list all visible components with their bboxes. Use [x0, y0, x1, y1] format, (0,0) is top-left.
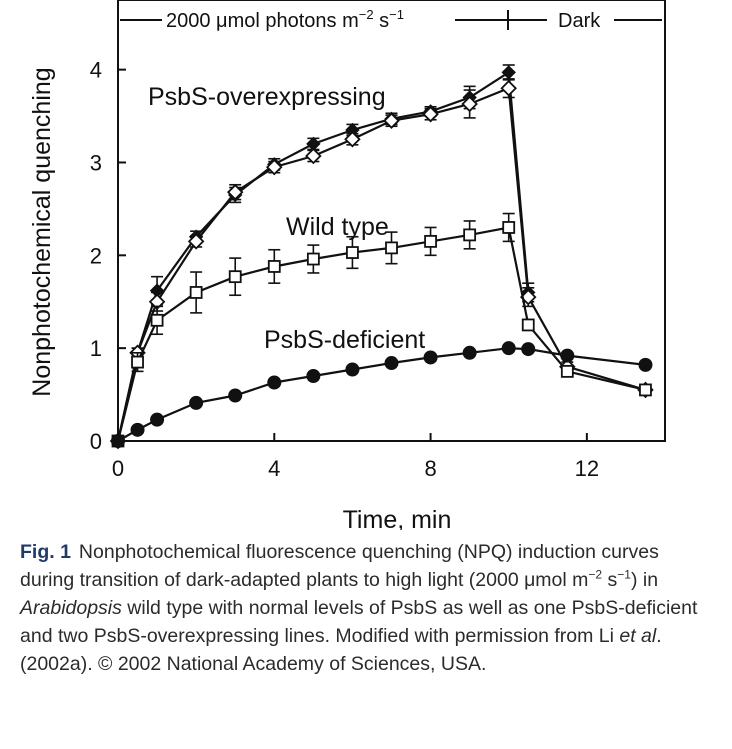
data-point: [521, 342, 536, 357]
data-series: [109, 64, 654, 450]
data-point: [150, 412, 165, 427]
data-point: [306, 252, 320, 266]
data-point: [384, 356, 399, 371]
series-filled-circle: [111, 341, 653, 448]
npq-chart-figure: 2000 μmol photons m−2 s−1 Dark 0 4 8 12 0 1 2 3…: [28, 0, 666, 530]
light-dark-bar: 2000 μmol photons m−2 s−1 Dark: [120, 7, 662, 32]
data-point: [422, 105, 439, 123]
data-point: [344, 130, 361, 148]
data-point: [501, 341, 516, 356]
data-point: [638, 357, 653, 372]
data-point: [267, 260, 281, 273]
npq-chart: 2000 μmol photons m−2 s−1 Dark 0 4 8 120123…: [28, 0, 666, 530]
data-point: [346, 246, 359, 259]
label-wild-type: Wild type: [286, 213, 389, 241]
data-point: [150, 313, 164, 327]
plot-frame: [117, 0, 666, 442]
data-point: [130, 422, 145, 437]
y-tick-label: 0: [90, 429, 102, 454]
y-tick-label: 2: [90, 243, 102, 268]
figure-label: Fig. 1: [20, 541, 71, 563]
data-point: [383, 112, 400, 129]
data-point: [639, 383, 652, 397]
caption-italic-arabidopsis: Arabidopsis: [20, 597, 122, 619]
caption-text-1: Nonphotochemical fluorescence quenching …: [20, 541, 659, 591]
data-point: [345, 362, 360, 377]
data-point: [111, 434, 125, 448]
data-point: [131, 355, 144, 369]
data-point: [502, 221, 516, 234]
data-point: [228, 270, 242, 284]
dark-period-label: Dark: [558, 10, 601, 32]
data-point: [519, 288, 537, 306]
caption-sup-2: −1: [617, 567, 631, 582]
caption-text-5: . (2002a). © 2002 National Academy of Sc…: [20, 625, 662, 675]
data-point: [267, 375, 282, 390]
data-point: [500, 79, 517, 97]
data-point: [501, 65, 516, 80]
data-point: [424, 234, 437, 248]
x-tick-label: 4: [268, 456, 280, 481]
data-point: [305, 147, 322, 165]
data-point: [226, 183, 244, 201]
caption-text-4: wild type with normal levels of PsbS as …: [20, 597, 698, 647]
data-point: [228, 388, 243, 403]
data-point: [187, 233, 205, 250]
series-open-diamond: [109, 78, 654, 450]
data-point: [266, 158, 283, 176]
label-psbs-overexpressing: PsbS-overexpressing: [148, 83, 386, 111]
y-tick-label: 3: [90, 150, 102, 175]
figure-caption: Fig. 1 Nonphotochemical fluorescence quen…: [20, 538, 710, 678]
series-line: [116, 86, 646, 442]
data-point: [385, 241, 398, 255]
data-point: [189, 395, 204, 410]
light-period-label: 2000 μmol photons m−2 s−1: [166, 7, 404, 32]
x-tick-label: 12: [575, 456, 599, 481]
data-point: [521, 318, 535, 332]
data-point: [189, 286, 203, 299]
data-point: [463, 228, 477, 242]
data-point: [560, 364, 574, 378]
data-point: [560, 348, 575, 363]
data-point: [461, 95, 478, 113]
x-tick-label: 0: [112, 456, 124, 481]
caption-text-3: ) in: [630, 569, 659, 591]
y-tick-label: 4: [90, 58, 102, 83]
series-filled-diamond: [110, 64, 536, 449]
x-axis-title: Time, min: [343, 506, 452, 530]
data-point: [462, 345, 477, 360]
data-point: [306, 369, 321, 384]
x-tick-label: 8: [424, 456, 436, 481]
label-psbs-deficient: PsbS-deficient: [264, 326, 425, 354]
caption-sup-1: −2: [588, 567, 603, 582]
y-axis-title: Nonphotochemical quenching: [28, 67, 56, 396]
data-point: [423, 350, 438, 365]
caption-italic-et-al: et al: [619, 625, 657, 647]
caption-text-2: s: [602, 569, 618, 591]
y-tick-label: 1: [90, 336, 102, 361]
